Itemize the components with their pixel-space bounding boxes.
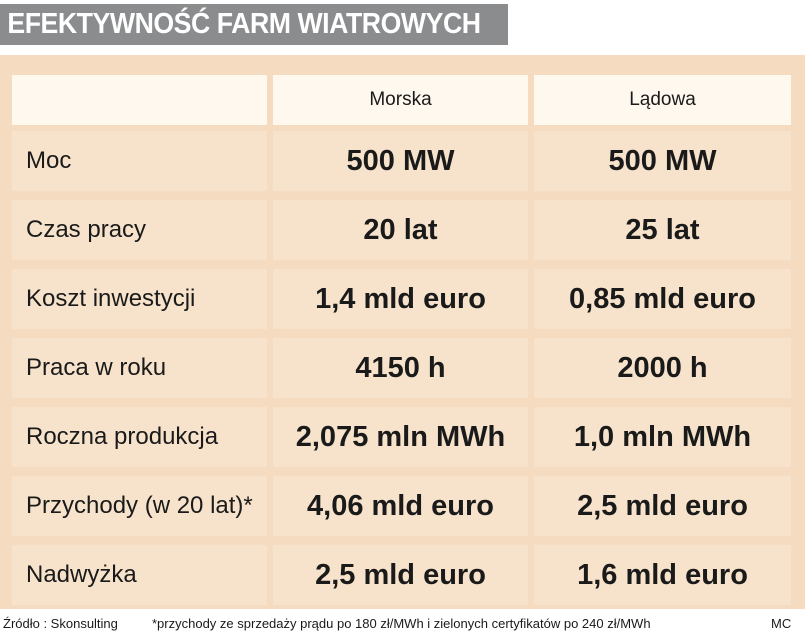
row-label: Czas pracy — [12, 200, 267, 260]
column-header-ladowa: Lądowa — [534, 75, 791, 125]
row-label: Moc — [12, 131, 267, 191]
row-label: Praca w roku — [12, 338, 267, 398]
value-morska: 500 MW — [273, 131, 528, 191]
row-label: Nadwyżka — [12, 545, 267, 605]
value-ladowa: 2,5 mld euro — [534, 476, 791, 536]
row-label: Koszt inwestycji — [12, 269, 267, 329]
author-initials: MC — [771, 616, 792, 631]
value-ladowa: 1,6 mld euro — [534, 545, 791, 605]
value-morska: 4150 h — [273, 338, 528, 398]
row-label: Przychody (w 20 lat)* — [12, 476, 267, 536]
value-morska: 4,06 mld euro — [273, 476, 528, 536]
row-label: Roczna produkcja — [12, 407, 267, 467]
title-bar: EFEKTYWNOŚĆ FARM WIATROWYCH — [0, 4, 508, 45]
source-note: Źródło : Skonsulting — [3, 616, 118, 631]
data-table: Morska Lądowa Moc 500 MW 500 MW Czas pra… — [0, 55, 805, 609]
header-cell-empty — [12, 75, 267, 125]
value-morska: 1,4 mld euro — [273, 269, 528, 329]
value-ladowa: 1,0 mln MWh — [534, 407, 791, 467]
value-ladowa: 0,85 mld euro — [534, 269, 791, 329]
footer: Źródło : Skonsulting *przychody ze sprze… — [0, 612, 805, 640]
value-morska: 2,075 mln MWh — [273, 407, 528, 467]
value-ladowa: 25 lat — [534, 200, 791, 260]
value-morska: 20 lat — [273, 200, 528, 260]
column-header-morska: Morska — [273, 75, 528, 125]
value-ladowa: 500 MW — [534, 131, 791, 191]
value-ladowa: 2000 h — [534, 338, 791, 398]
footnote: *przychody ze sprzedaży prądu po 180 zł/… — [152, 616, 651, 631]
page-title: EFEKTYWNOŚĆ FARM WIATROWYCH — [7, 8, 481, 40]
value-morska: 2,5 mld euro — [273, 545, 528, 605]
